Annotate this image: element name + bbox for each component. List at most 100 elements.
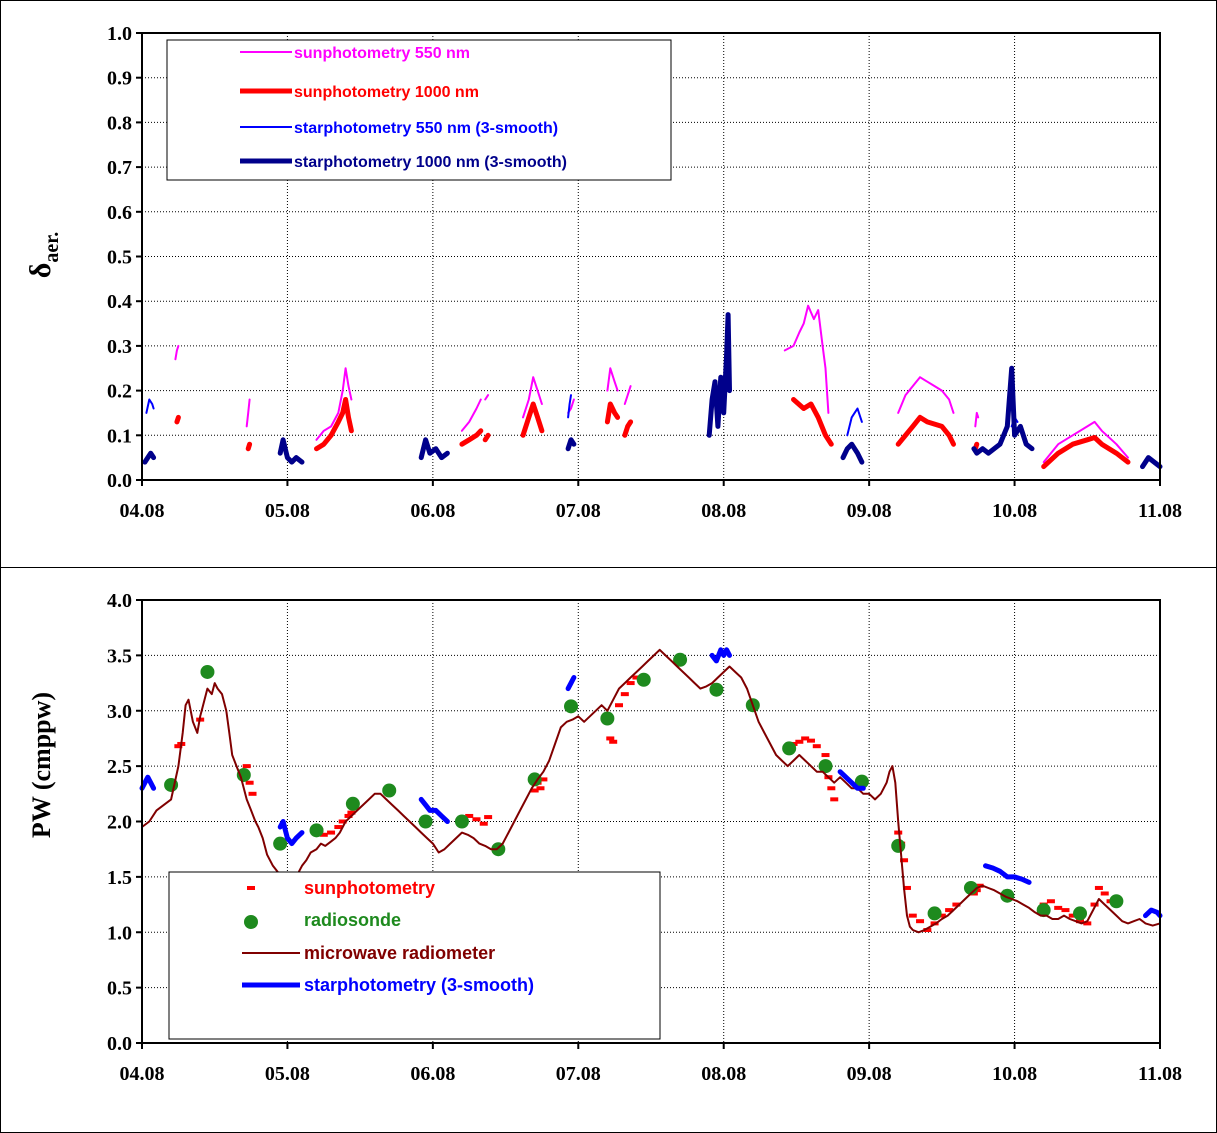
sunphotometry-550-nm-line [460,398,482,432]
bottom-y-tick-label: 1.5 [107,867,132,889]
top-x-tick-label: 08.08 [701,500,746,522]
starphotometry-3-smooth-line [837,769,866,791]
sunphotometry-550-nm-line [245,398,251,428]
bottom-y-axis-title: PW (cmppw) [27,692,56,838]
legend-label-radiosonde: radiosonde [304,910,401,930]
starphotometry-1000-nm-3-smooth-line [840,441,865,465]
sunphotometry-1000-nm-line [520,401,545,438]
bottom-x-tick-label: 07.08 [556,1063,601,1085]
starphotometry-1000-nm-3-smooth-line [1140,455,1163,470]
sunphotometry-550-nm-line [783,304,830,414]
starphotometry-3-smooth-line [277,819,305,847]
sunphotometry-point [916,919,925,924]
starphotometry-550-nm-3-smooth-line [145,398,155,414]
top-legend: sunphotometry 550 nm sunphotometry 1000 n… [166,39,672,181]
sunphotometry-point [900,858,909,863]
sunphotometry-1000-nm-line [482,432,491,443]
sunphotometry-point [1061,908,1070,913]
legend-swatch-radiosonde [244,915,258,929]
bottom-y-tick-label: 1.0 [107,922,132,944]
sunphotometry-point [472,817,481,822]
sunphotometry-point [632,675,641,680]
sunphotometry-point [1090,902,1099,907]
starphotometry-1000-nm-3-smooth-line [418,437,450,461]
sunphotometry-1000-nm-line [604,401,621,425]
bottom-x-tick-label: 11.08 [1138,1063,1182,1085]
radiosonde-point [454,814,469,829]
top-x-tick-labels: 04.08 05.08 06.08 07.08 08.08 09.08 10.08 11.08 [120,500,1182,522]
top-series-layer [142,304,1163,470]
sunphotometry-point [902,885,911,890]
sunphotometry-point [975,883,984,888]
sunphotometry-1000-nm-line [1041,435,1131,470]
top-x-tick-label: 09.08 [847,500,892,522]
bottom-y-tick-label: 2.5 [107,756,132,778]
top-legend-box [166,39,672,181]
bottom-y-tick-label: 4.0 [107,590,132,612]
radiosonde-point [527,772,542,787]
starphotometry-3-smooth-line [983,863,1032,885]
sunphotometry-point [1046,899,1055,904]
starphotometry-1000-nm-3-smooth-line [565,437,577,452]
top-y-axis-title-sub: aer. [41,232,63,263]
top-y-tick-label: 0.6 [107,202,132,224]
radiosonde-point [818,759,833,774]
sunphotometry-point [1054,905,1063,910]
sunphotometry-point [923,928,932,933]
bottom-series-layer [139,647,1163,934]
aerosol-optical-depth-chart: 0.00.10.20.30.40.50.60.70.80.91.0 04.08 0… [24,23,1182,522]
top-y-tick-label: 0.4 [107,291,132,313]
starphotometry-3-smooth-line [139,774,157,791]
radiosonde-point [709,682,724,697]
top-y-tick-label: 0.8 [107,112,132,134]
radiosonde-point [891,838,906,853]
legend-label-starphotometry-3-smooth: starphotometry (3-smooth) [304,975,534,995]
bottom-x-tick-label: 10.08 [992,1063,1037,1085]
bottom-x-tick-label: 09.08 [847,1063,892,1085]
starphotometry-3-smooth-line [1143,907,1163,919]
sunphotometry-1000-nm-line [174,414,181,425]
sunphotometry-550-nm-line [174,344,180,361]
top-y-axis-title: δaer. [24,232,63,279]
sunphotometry-point [1094,885,1103,890]
sunphotometry-point [908,913,917,918]
series-sunphotometry-1000-nm [174,397,1131,470]
sunphotometry-point [830,797,839,802]
legend-label-starphotometry-1000-nm-3-smooth: starphotometry 1000 nm (3-smooth) [294,154,567,171]
legend-label-starphotometry-550-nm-3-smooth: starphotometry 550 nm (3-smooth) [294,120,558,137]
bottom-x-tick-label: 06.08 [410,1063,455,1085]
starphotometry-1000-nm-3-smooth-line [971,365,1035,456]
radiosonde-point [600,711,615,726]
bottom-y-tick-labels: 0.0 0.5 1.0 1.5 2.0 2.5 3.0 3.5 4.0 [107,590,132,1055]
bottom-y-tick-label: 0.5 [107,978,132,1000]
radiosonde-point [673,652,688,667]
starphotometry-1000-nm-3-smooth-line [706,312,732,438]
sunphotometry-point [1100,891,1109,896]
legend-label-sunphotometry-1000-nm: sunphotometry 1000 nm [294,84,479,101]
starphotometry-1000-nm-3-smooth-line [277,437,305,465]
top-x-tick-label: 04.08 [120,500,165,522]
top-x-tick-label: 10.08 [992,500,1037,522]
starphotometry-3-smooth-line [565,675,577,692]
sunphotometry-point [937,913,946,918]
series-starphotometry-3-smooth [139,647,1163,919]
bottom-x-tick-label: 08.08 [701,1063,746,1085]
radiosonde-point [636,672,651,687]
starphotometry-1000-nm-3-smooth-line [142,450,157,465]
top-plot-frame [141,32,1161,481]
sunphotometry-point [174,744,183,749]
series-starphotometry-550-nm-3-smooth [145,394,1019,437]
sunphotometry-1000-nm-line [314,397,354,452]
top-y-tick-label: 0.5 [107,247,132,269]
legend-label-microwave-radiometer: microwave radiometer [304,943,495,963]
sunphotometry-550-nm-line [897,376,955,414]
sunphotometry-550-nm-line [1042,420,1129,464]
starphotometry-550-nm-3-smooth-line [846,407,863,437]
bottom-y-tick-label: 3.0 [107,701,132,723]
sunphotometry-point [1068,913,1077,918]
radiosonde-point [273,836,288,851]
sunphotometry-point [242,764,251,769]
radiosonde-point [564,699,579,714]
sunphotometry-point [626,681,635,686]
